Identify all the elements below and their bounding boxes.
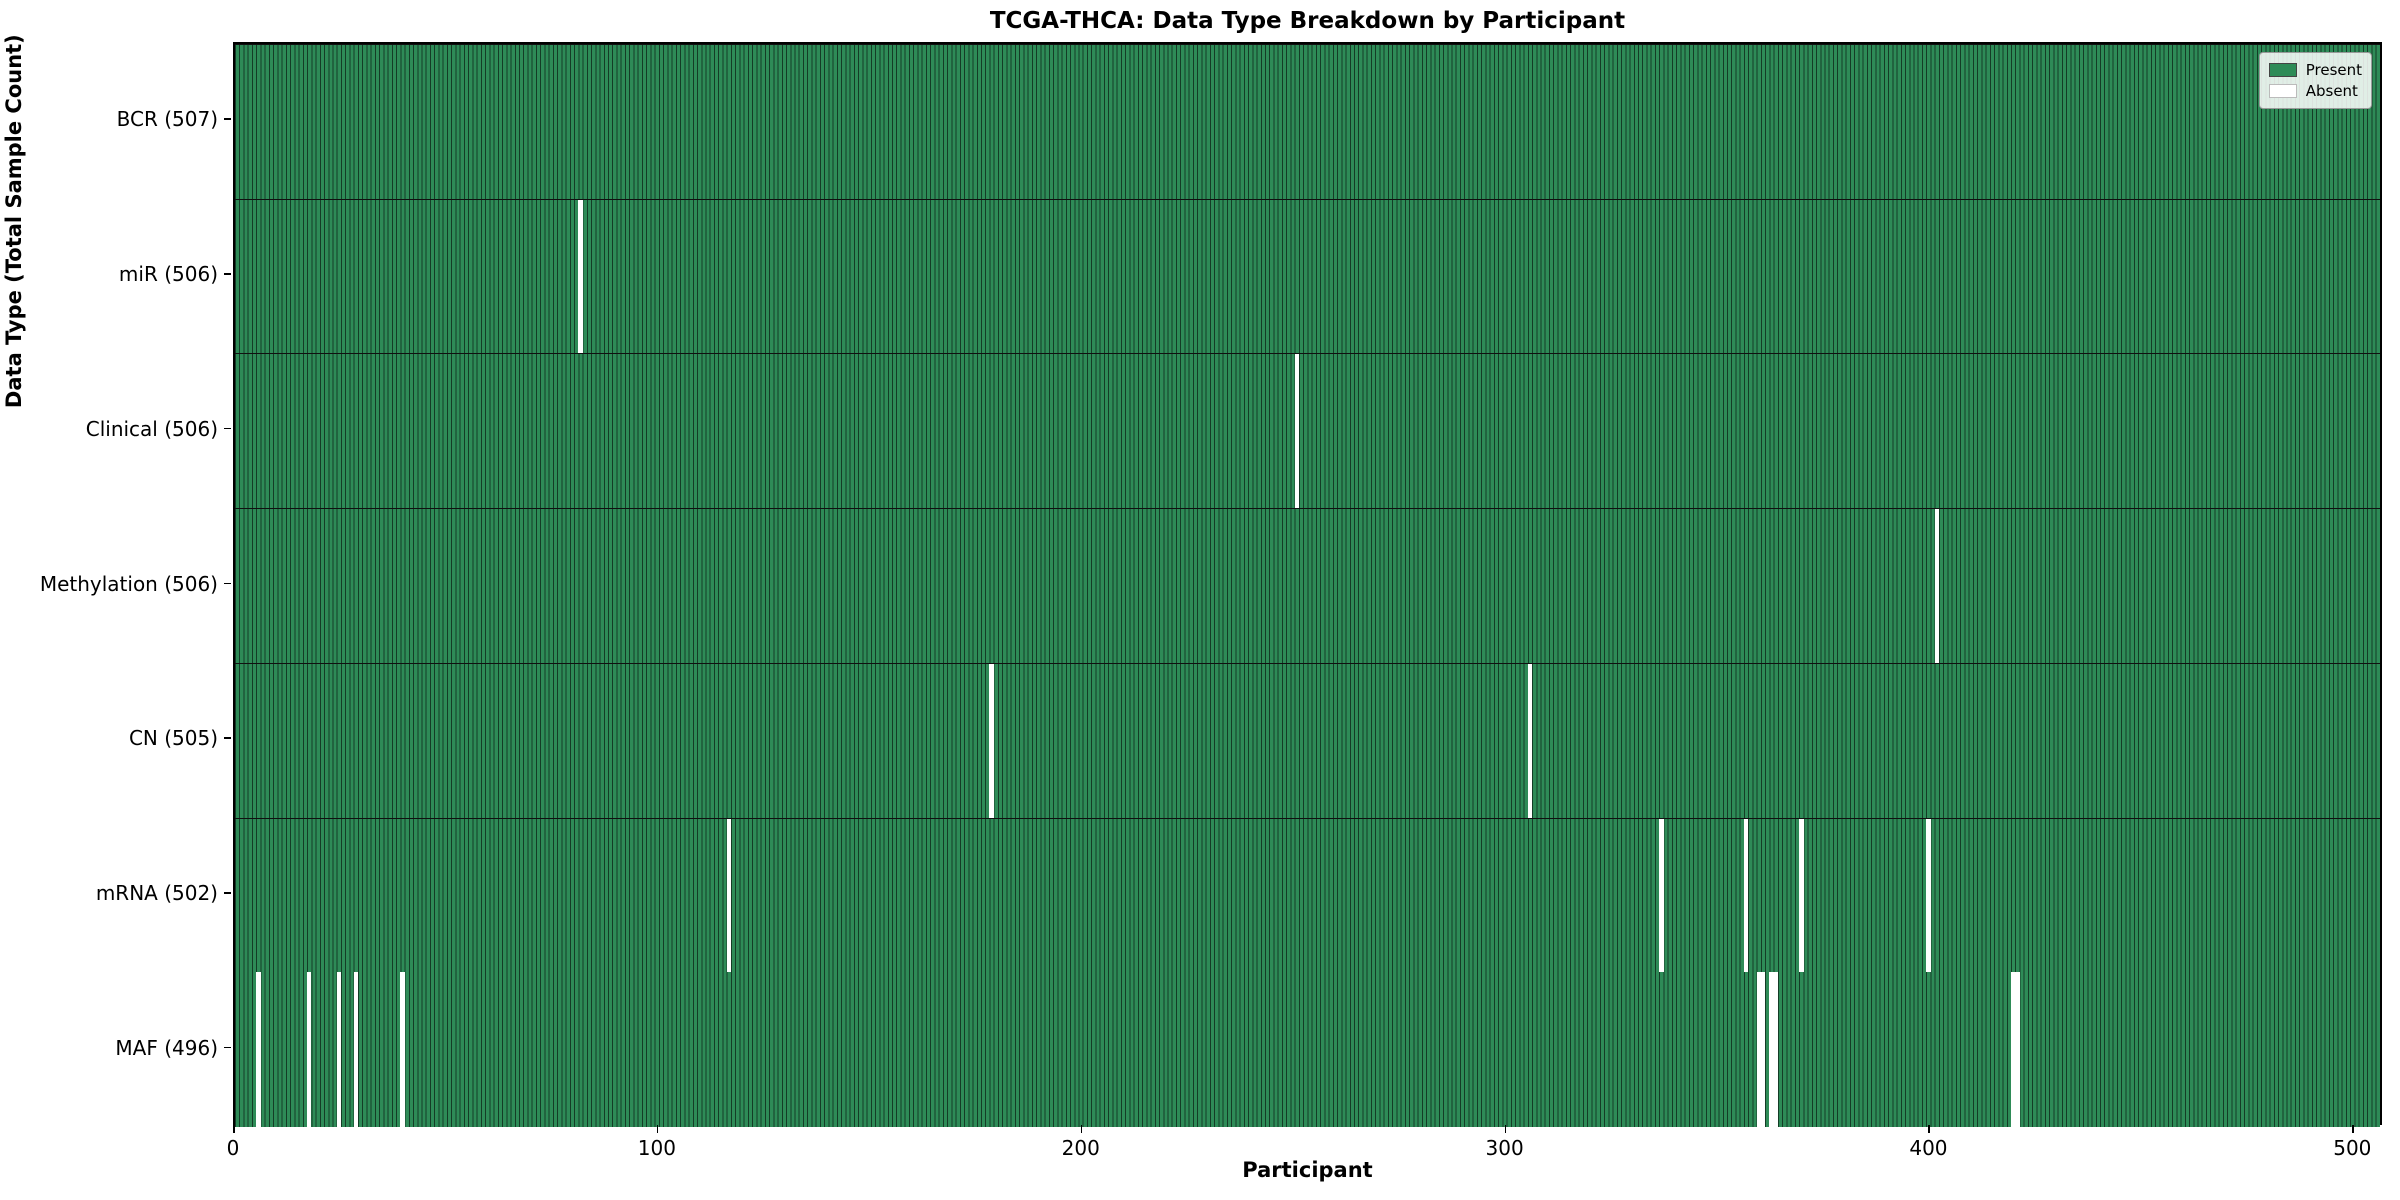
absent-gap <box>1934 509 1940 663</box>
absent-swatch-icon <box>2268 84 2297 98</box>
absent-gap <box>1743 818 1749 973</box>
ytick-label-bcr: BCR (507) <box>116 107 218 132</box>
row-bcr <box>235 44 2380 199</box>
absent-gap <box>307 972 312 1127</box>
xtick-label-500: 500 <box>2333 1136 2372 1160</box>
ytick-label-mrna: mRNA (502) <box>95 880 218 905</box>
x-axis-label: Participant <box>1242 1158 1373 1182</box>
ytick-label-maf: MAF (496) <box>115 1035 218 1060</box>
plot-area: Present Absent <box>233 42 2382 1127</box>
row-clinical <box>235 353 2380 509</box>
absent-gap <box>2015 972 2020 1127</box>
absent-gap <box>1773 972 1779 1127</box>
xtick-mark <box>656 1125 659 1133</box>
y-axis-label: Data Type (Total Sample Count) <box>2 34 26 409</box>
legend-entry-absent: Absent <box>2268 82 2362 100</box>
ytick-mark <box>224 273 231 275</box>
xtick-label-300: 300 <box>1485 1136 1524 1160</box>
row-cn <box>235 662 2380 818</box>
legend: Present Absent <box>2258 52 2372 109</box>
absent-gap <box>1926 818 1931 973</box>
ytick-mark <box>224 1046 231 1049</box>
absent-gap <box>726 818 732 973</box>
row-methylation <box>235 508 2380 663</box>
absent-gap <box>1659 818 1664 973</box>
row-maf <box>235 972 2380 1127</box>
ytick-mark <box>224 582 231 585</box>
row-mrna <box>235 817 2380 973</box>
absent-gap <box>2010 972 2016 1127</box>
xtick-mark <box>2352 1125 2354 1133</box>
xtick-mark <box>1504 1125 1507 1133</box>
xtick-label-0: 0 <box>226 1136 240 1160</box>
xtick-mark <box>233 1125 235 1133</box>
ytick-mark <box>224 427 231 430</box>
legend-entry-present: Present <box>2268 61 2362 79</box>
absent-gap <box>1799 818 1804 973</box>
present-swatch-icon <box>2268 63 2297 77</box>
ytick-label-mir: miR (506) <box>118 262 218 287</box>
xtick-label-200: 200 <box>1061 1136 1100 1160</box>
absent-gap <box>1760 972 1766 1127</box>
xtick-mark <box>1928 1125 1931 1133</box>
absent-gap <box>578 199 583 354</box>
xtick-label-100: 100 <box>637 1136 676 1160</box>
absent-gap <box>989 663 994 818</box>
row-mir <box>235 198 2380 354</box>
absent-gap <box>1294 354 1300 509</box>
absent-gap <box>1527 663 1533 818</box>
ytick-mark <box>224 891 231 894</box>
xtick-label-400: 400 <box>1909 1136 1948 1160</box>
ytick-mark <box>224 737 231 739</box>
absent-gap <box>336 972 342 1127</box>
xtick-mark <box>1080 1125 1083 1133</box>
chart-title: TCGA-THCA: Data Type Breakdown by Partic… <box>989 8 1626 34</box>
ytick-mark <box>224 118 231 120</box>
absent-gap <box>1756 972 1762 1127</box>
ytick-label-clinical: Clinical (506) <box>85 416 218 441</box>
ytick-label-methylation: Methylation (506) <box>39 571 218 596</box>
absent-gap <box>400 972 405 1127</box>
legend-present-label: Present <box>2305 61 2362 79</box>
absent-gap <box>353 972 359 1127</box>
ytick-label-cn: CN (505) <box>128 726 218 751</box>
legend-absent-label: Absent <box>2305 82 2358 100</box>
absent-gap <box>256 972 261 1127</box>
absent-gap <box>1769 972 1774 1127</box>
